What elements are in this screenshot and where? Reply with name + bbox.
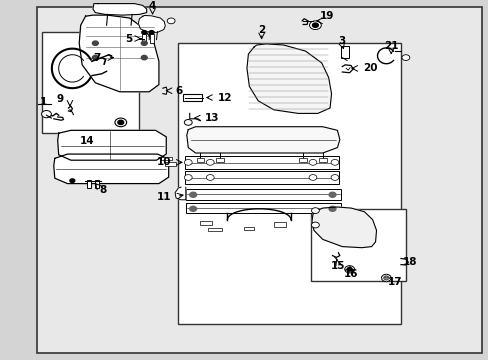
Bar [41,32,139,133]
Circle shape [308,159,316,165]
Polygon shape [175,187,185,200]
Polygon shape [93,4,146,15]
Bar [341,46,348,58]
Bar [196,158,204,162]
Circle shape [312,23,318,27]
Bar [199,221,211,225]
Circle shape [346,267,351,271]
Text: 14: 14 [80,136,94,146]
Bar [185,203,341,213]
Circle shape [141,55,147,60]
Bar [216,158,224,162]
Text: 18: 18 [402,257,416,267]
Text: 10: 10 [156,157,171,167]
Circle shape [41,111,51,118]
Bar [184,171,338,184]
Text: 4: 4 [148,1,156,12]
Circle shape [70,179,75,183]
Bar [310,209,405,281]
Text: 9: 9 [56,94,63,104]
Text: 15: 15 [330,261,345,271]
Bar [183,94,202,101]
Circle shape [330,159,338,165]
Bar [318,158,326,162]
Circle shape [401,55,409,60]
Polygon shape [79,15,159,92]
Circle shape [330,175,338,180]
Bar [184,156,338,169]
Polygon shape [311,207,376,248]
Circle shape [92,41,98,45]
Text: 8: 8 [99,185,106,195]
Polygon shape [54,154,168,184]
Circle shape [184,159,192,165]
Text: 13: 13 [204,113,219,123]
Bar [178,43,400,324]
Circle shape [311,208,319,213]
Bar [207,228,222,231]
Circle shape [149,31,154,34]
Circle shape [344,266,354,273]
Text: 20: 20 [362,63,377,73]
Circle shape [167,18,175,24]
Text: 12: 12 [217,93,232,103]
Text: 5: 5 [124,33,132,44]
Text: 6: 6 [175,86,182,96]
Bar [95,180,99,188]
Circle shape [206,159,214,165]
Bar [299,158,306,162]
Circle shape [328,192,335,197]
Text: 2: 2 [258,24,264,35]
Polygon shape [138,15,165,32]
Circle shape [383,276,388,280]
Circle shape [309,21,321,30]
Circle shape [206,175,214,180]
Circle shape [184,120,192,125]
Bar [165,162,176,166]
Bar [149,34,153,43]
Text: 1: 1 [40,96,46,107]
Bar [273,222,285,227]
Text: 16: 16 [343,269,358,279]
Circle shape [189,192,196,197]
Bar [161,157,172,160]
Text: 19: 19 [319,11,333,21]
Circle shape [142,31,146,34]
Text: 21: 21 [383,41,398,51]
Circle shape [328,206,335,211]
Circle shape [311,222,319,228]
Text: 3: 3 [338,36,345,46]
Circle shape [184,175,192,180]
Text: 11: 11 [156,192,171,202]
Circle shape [92,55,98,60]
Circle shape [308,175,316,180]
Bar [185,189,341,200]
Circle shape [118,120,123,125]
Circle shape [189,206,196,211]
Polygon shape [186,127,339,153]
Bar [142,34,146,43]
Text: 7: 7 [93,53,100,63]
Polygon shape [246,44,331,113]
Text: 17: 17 [387,276,402,287]
Circle shape [141,41,147,45]
Bar [244,227,254,230]
Circle shape [115,118,126,127]
Bar [87,180,91,188]
Circle shape [381,274,390,282]
Polygon shape [58,130,166,160]
